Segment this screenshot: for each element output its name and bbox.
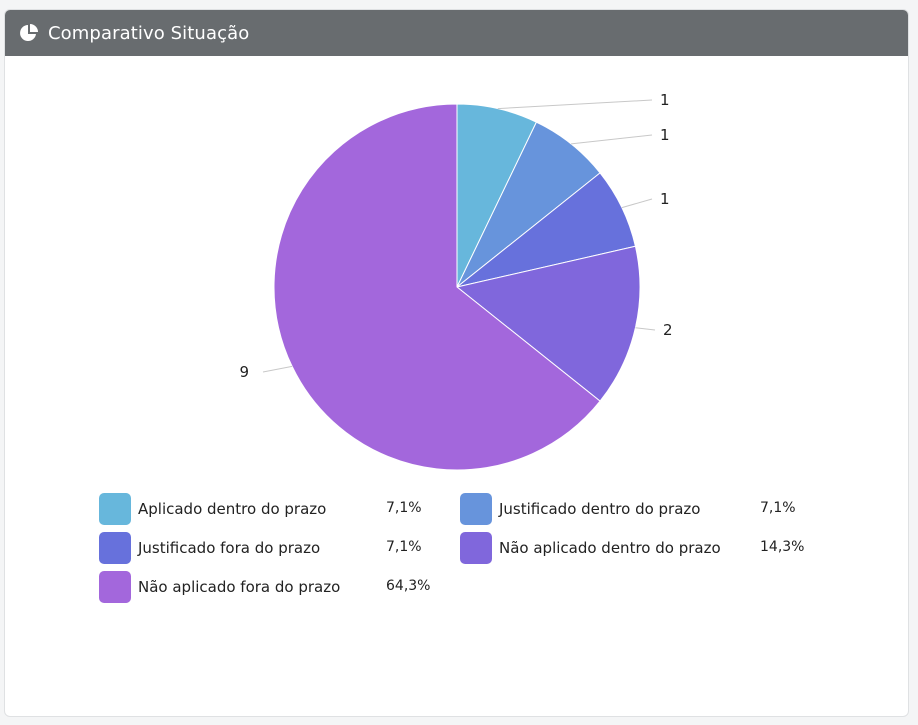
pie-slice[interactable]: [455, 245, 641, 402]
slice-value-label: 1: [660, 126, 670, 144]
pie-chart-icon: [20, 24, 38, 41]
slice-value-label: 2: [663, 321, 673, 339]
legend-label: Justificado fora do prazo: [138, 539, 321, 557]
legend-percent: 7,1%: [760, 500, 796, 516]
legend-percent: 7,1%: [386, 500, 422, 516]
legend-item[interactable]: Aplicado dentro do prazo: [99, 493, 326, 525]
slice-value-label: 1: [660, 190, 670, 208]
slice-leader-line: [621, 198, 653, 209]
legend-percent: 7,1%: [386, 539, 422, 555]
slice-value-label: 1: [660, 91, 670, 109]
slice-leader-line: [262, 365, 293, 373]
legend-label: Não aplicado fora do prazo: [138, 578, 341, 596]
legend-label: Não aplicado dentro do prazo: [499, 539, 721, 557]
legend-percent: 64,3%: [386, 578, 431, 594]
card-header: Comparativo Situação: [5, 10, 908, 56]
legend-swatch: [99, 532, 131, 564]
legend-swatch: [99, 571, 131, 603]
legend-item[interactable]: Não aplicado dentro do prazo: [460, 532, 721, 564]
legend-swatch: [99, 493, 131, 525]
slice-leader-line: [571, 134, 653, 145]
slice-value-label: 9: [239, 363, 249, 381]
pie-chart: 1 1 1 2 9: [239, 91, 673, 471]
legend-swatch: [460, 493, 492, 525]
legend-swatch: [460, 532, 492, 564]
legend-item[interactable]: Justificado dentro do prazo: [460, 493, 700, 525]
card-title: Comparativo Situação: [48, 22, 250, 44]
slice-leader-line: [635, 327, 656, 331]
legend-label: Aplicado dentro do prazo: [138, 500, 327, 518]
slice-leader-line: [497, 99, 653, 110]
legend-label: Justificado dentro do prazo: [499, 500, 701, 518]
chart-card: Comparativo Situação 1 1 1 2 9 Aplicado dent…: [4, 9, 909, 717]
legend-percent: 14,3%: [760, 539, 805, 555]
pie-slice[interactable]: [273, 103, 601, 471]
legend-item[interactable]: Justificado fora do prazo: [99, 532, 320, 564]
legend-item[interactable]: Não aplicado fora do prazo: [99, 571, 340, 603]
